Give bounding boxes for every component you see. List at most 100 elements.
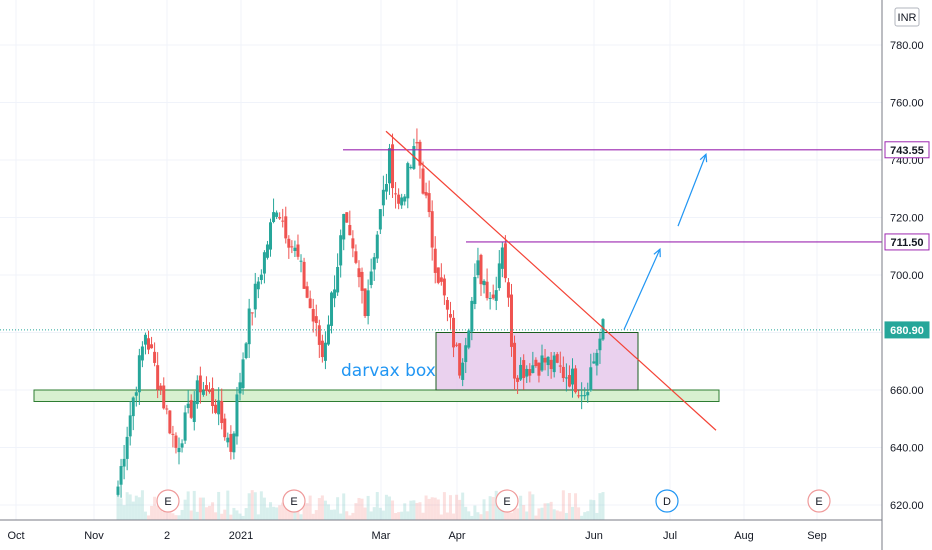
candle-body — [204, 385, 208, 391]
volume-bar — [445, 512, 449, 520]
price-tag-label: 711.50 — [890, 237, 923, 249]
volume-bar — [147, 515, 151, 520]
volume-bar — [406, 511, 410, 520]
candle-body — [439, 277, 443, 282]
candle-body — [461, 362, 465, 380]
candle-body — [143, 334, 147, 345]
y-tick-label: 620.00 — [890, 500, 924, 512]
volume-bar — [519, 495, 523, 520]
volume-bar — [400, 511, 404, 520]
chart-grid — [0, 0, 882, 520]
candle-body — [488, 297, 492, 299]
candle-body — [445, 300, 449, 310]
candle-body — [378, 209, 382, 230]
volume-bar — [186, 491, 190, 520]
volume-bar — [369, 511, 373, 520]
volume-bar — [534, 515, 538, 520]
volume-bar — [482, 499, 486, 520]
volume-bar — [427, 498, 431, 520]
drawing-lines[interactable] — [0, 130, 882, 431]
projection-arrow[interactable] — [623, 248, 661, 330]
volume-bar — [458, 499, 462, 520]
volume-bar — [116, 492, 120, 520]
event-marker[interactable] — [282, 489, 306, 513]
event-marker[interactable] — [807, 489, 831, 513]
candle-body — [262, 252, 266, 274]
candlestick-series — [116, 128, 605, 498]
volume-bar — [256, 514, 260, 520]
candle-body — [275, 212, 279, 217]
volume-bar — [223, 509, 227, 520]
support-zone[interactable] — [33, 389, 720, 402]
candle-body — [214, 404, 218, 413]
volume-bar — [354, 503, 358, 520]
volume-bar — [387, 496, 391, 520]
volume-bar — [503, 511, 507, 520]
volume-bar — [513, 505, 517, 520]
candle-body — [232, 433, 236, 453]
volume-bar — [583, 512, 587, 520]
candle-body — [223, 418, 227, 438]
candle-body — [131, 397, 135, 417]
candle-body — [540, 355, 544, 371]
candle-body — [171, 433, 175, 435]
volume-bar — [412, 500, 416, 520]
candle-body — [546, 356, 550, 366]
price-tag-label: 680.90 — [890, 325, 924, 337]
volume-bar — [549, 501, 553, 520]
candle-body — [415, 142, 419, 144]
candle-body — [400, 197, 404, 206]
candle-body — [570, 368, 574, 385]
volume-bar — [455, 494, 459, 520]
candle-body — [574, 368, 578, 393]
event-marker[interactable] — [495, 489, 519, 513]
volume-bar — [323, 500, 327, 520]
candle-body — [326, 324, 330, 345]
candle-body — [452, 317, 456, 348]
volume-bar — [201, 497, 205, 520]
volume-bar — [259, 491, 263, 520]
candle-body — [241, 359, 245, 389]
price-tag-box — [884, 141, 930, 159]
candle-body — [503, 243, 507, 279]
candle-body — [186, 403, 190, 408]
volume-bar — [488, 496, 492, 520]
candle-body — [561, 366, 565, 379]
volume-bar — [372, 507, 376, 520]
candle-body — [333, 289, 337, 299]
candle-body — [195, 380, 199, 405]
event-marker-label: D — [663, 496, 671, 508]
candle-body — [183, 412, 187, 441]
support-zone-rect[interactable] — [33, 389, 720, 402]
candle-body — [323, 342, 327, 361]
volume-bar — [574, 493, 578, 520]
event-marker[interactable] — [156, 489, 180, 513]
projection-arrow[interactable] — [677, 154, 707, 227]
candle-body — [430, 211, 434, 248]
event-marker[interactable] — [655, 489, 679, 513]
volume-bar — [491, 496, 495, 520]
currency-badge[interactable]: INR — [894, 7, 920, 27]
candle-body — [220, 401, 224, 424]
candle-body — [272, 212, 276, 222]
volume-bar — [467, 511, 471, 520]
volume-bar — [232, 507, 236, 520]
candle-body — [394, 193, 398, 195]
volume-bar — [540, 507, 544, 520]
trendline[interactable] — [385, 130, 717, 431]
volume-bar — [345, 511, 349, 520]
volume-bar — [348, 515, 352, 520]
volume-bar — [326, 504, 330, 520]
candle-body — [147, 338, 151, 350]
candle-body — [208, 390, 212, 392]
candle-body — [287, 238, 291, 248]
volume-bar — [339, 513, 343, 520]
candle-body — [122, 458, 126, 467]
volume-bar — [159, 505, 163, 520]
volume-bar — [278, 505, 282, 520]
candle-body — [302, 261, 306, 289]
volume-bar — [250, 490, 254, 520]
volume-bar — [171, 513, 175, 520]
